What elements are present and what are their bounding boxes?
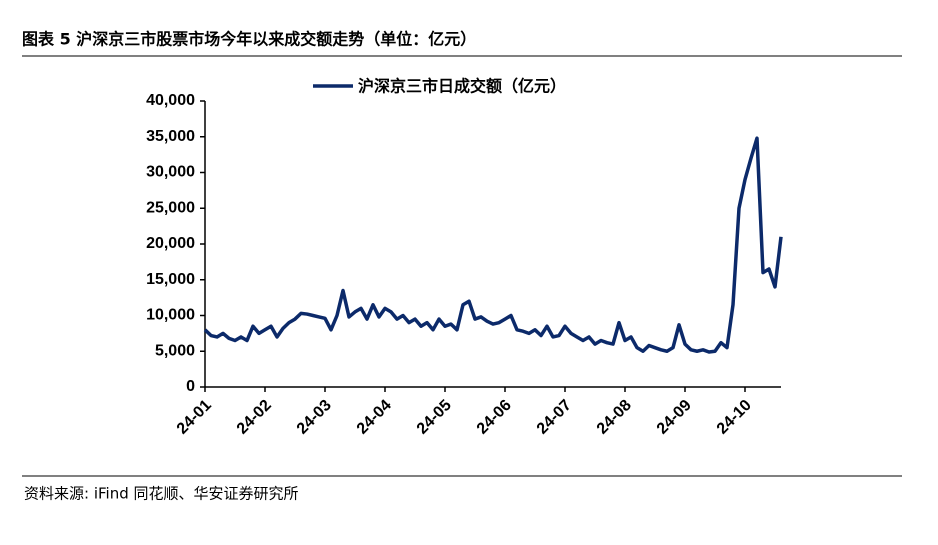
x-tick-label: 24-07 — [534, 397, 575, 438]
source-note: 资料来源: iFind 同花顺、华安证券研究所 — [24, 485, 299, 503]
x-tick-label: 24-10 — [714, 397, 755, 438]
x-tick-label: 24-05 — [414, 397, 455, 438]
y-tick-label: 30,000 — [146, 164, 195, 181]
x-tick-label: 24-01 — [174, 397, 215, 438]
line-series — [203, 136, 783, 354]
x-tick-label: 24-02 — [234, 397, 275, 438]
x-tick-label: 24-06 — [474, 397, 515, 438]
y-tick-label: 25,000 — [146, 199, 195, 216]
x-tick-label: 24-09 — [654, 397, 695, 438]
y-tick-label: 40,000 — [146, 92, 195, 109]
y-tick-label: 5,000 — [155, 342, 195, 359]
x-tick-label: 24-03 — [294, 397, 335, 438]
y-tick-label: 15,000 — [146, 271, 195, 288]
y-tick-label: 20,000 — [146, 235, 195, 252]
y-tick-label: 35,000 — [146, 128, 195, 145]
legend-label: 沪深京三市日成交额（亿元） — [358, 77, 566, 96]
x-tick-label: 24-08 — [594, 397, 635, 438]
chart-title: 图表 5 沪深京三市股票市场今年以来成交额走势（单位：亿元） — [22, 30, 476, 49]
y-tick-label: 0 — [186, 378, 195, 395]
y-tick-label: 10,000 — [146, 307, 195, 324]
x-tick-label: 24-04 — [354, 397, 395, 438]
